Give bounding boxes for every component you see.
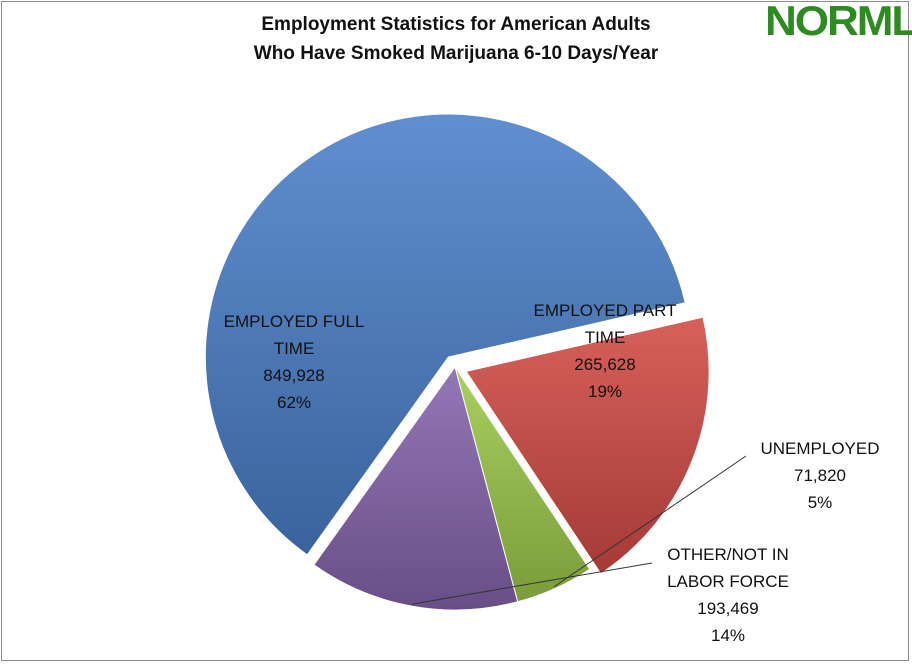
chart-title-line-1: Employment Statistics for American Adult… — [261, 14, 651, 35]
slice-value-label: 265,628 — [574, 355, 636, 374]
slice-value-label: 193,469 — [697, 599, 759, 618]
slice-percent-label: 62% — [276, 393, 312, 412]
slice-label-name-line: UNEMPLOYED — [760, 439, 880, 458]
slice-label-name-line: EMPLOYED PART — [533, 301, 677, 320]
slice-label-name-line: TIME — [584, 328, 626, 347]
slice-percent-label: 19% — [587, 382, 623, 401]
slice-label-employed-full-time: EMPLOYED FULL TIME 849,928 62% — [178, 308, 410, 416]
chart-title-line-2: Who Have Smoked Marijuana 6-10 Days/Year — [253, 43, 659, 64]
slice-label-name-line: LABOR FORCE — [667, 572, 789, 591]
slice-label-name-line: OTHER/NOT IN — [667, 545, 789, 564]
slice-value-label: 71,820 — [794, 466, 846, 485]
chart-title: Employment Statistics for American Adult… — [120, 10, 792, 68]
pie-slice-other-not-in-labor-force — [313, 365, 519, 611]
slice-value-label: 849,928 — [263, 366, 325, 385]
slice-label-name-line: TIME — [273, 339, 315, 358]
slice-percent-label: 14% — [710, 626, 746, 645]
norml-logo: NORML — [765, 0, 912, 44]
leader-line-unemployed — [553, 455, 747, 588]
slice-label-other-not-in-labor-force: OTHER/NOT IN LABOR FORCE 193,469 14% — [638, 541, 818, 649]
slice-percent-label: 5% — [807, 493, 833, 512]
slice-label-unemployed: UNEMPLOYED 71,820 5% — [740, 435, 900, 516]
pie-slice-employed-part-time — [465, 316, 710, 575]
leader-line-other-not-in-labor-force — [411, 562, 653, 605]
pie-slice-employed-full-time — [204, 113, 686, 556]
slice-label-name-line: EMPLOYED FULL — [223, 312, 365, 331]
slice-label-employed-part-time: EMPLOYED PART TIME 265,628 19% — [490, 297, 720, 405]
